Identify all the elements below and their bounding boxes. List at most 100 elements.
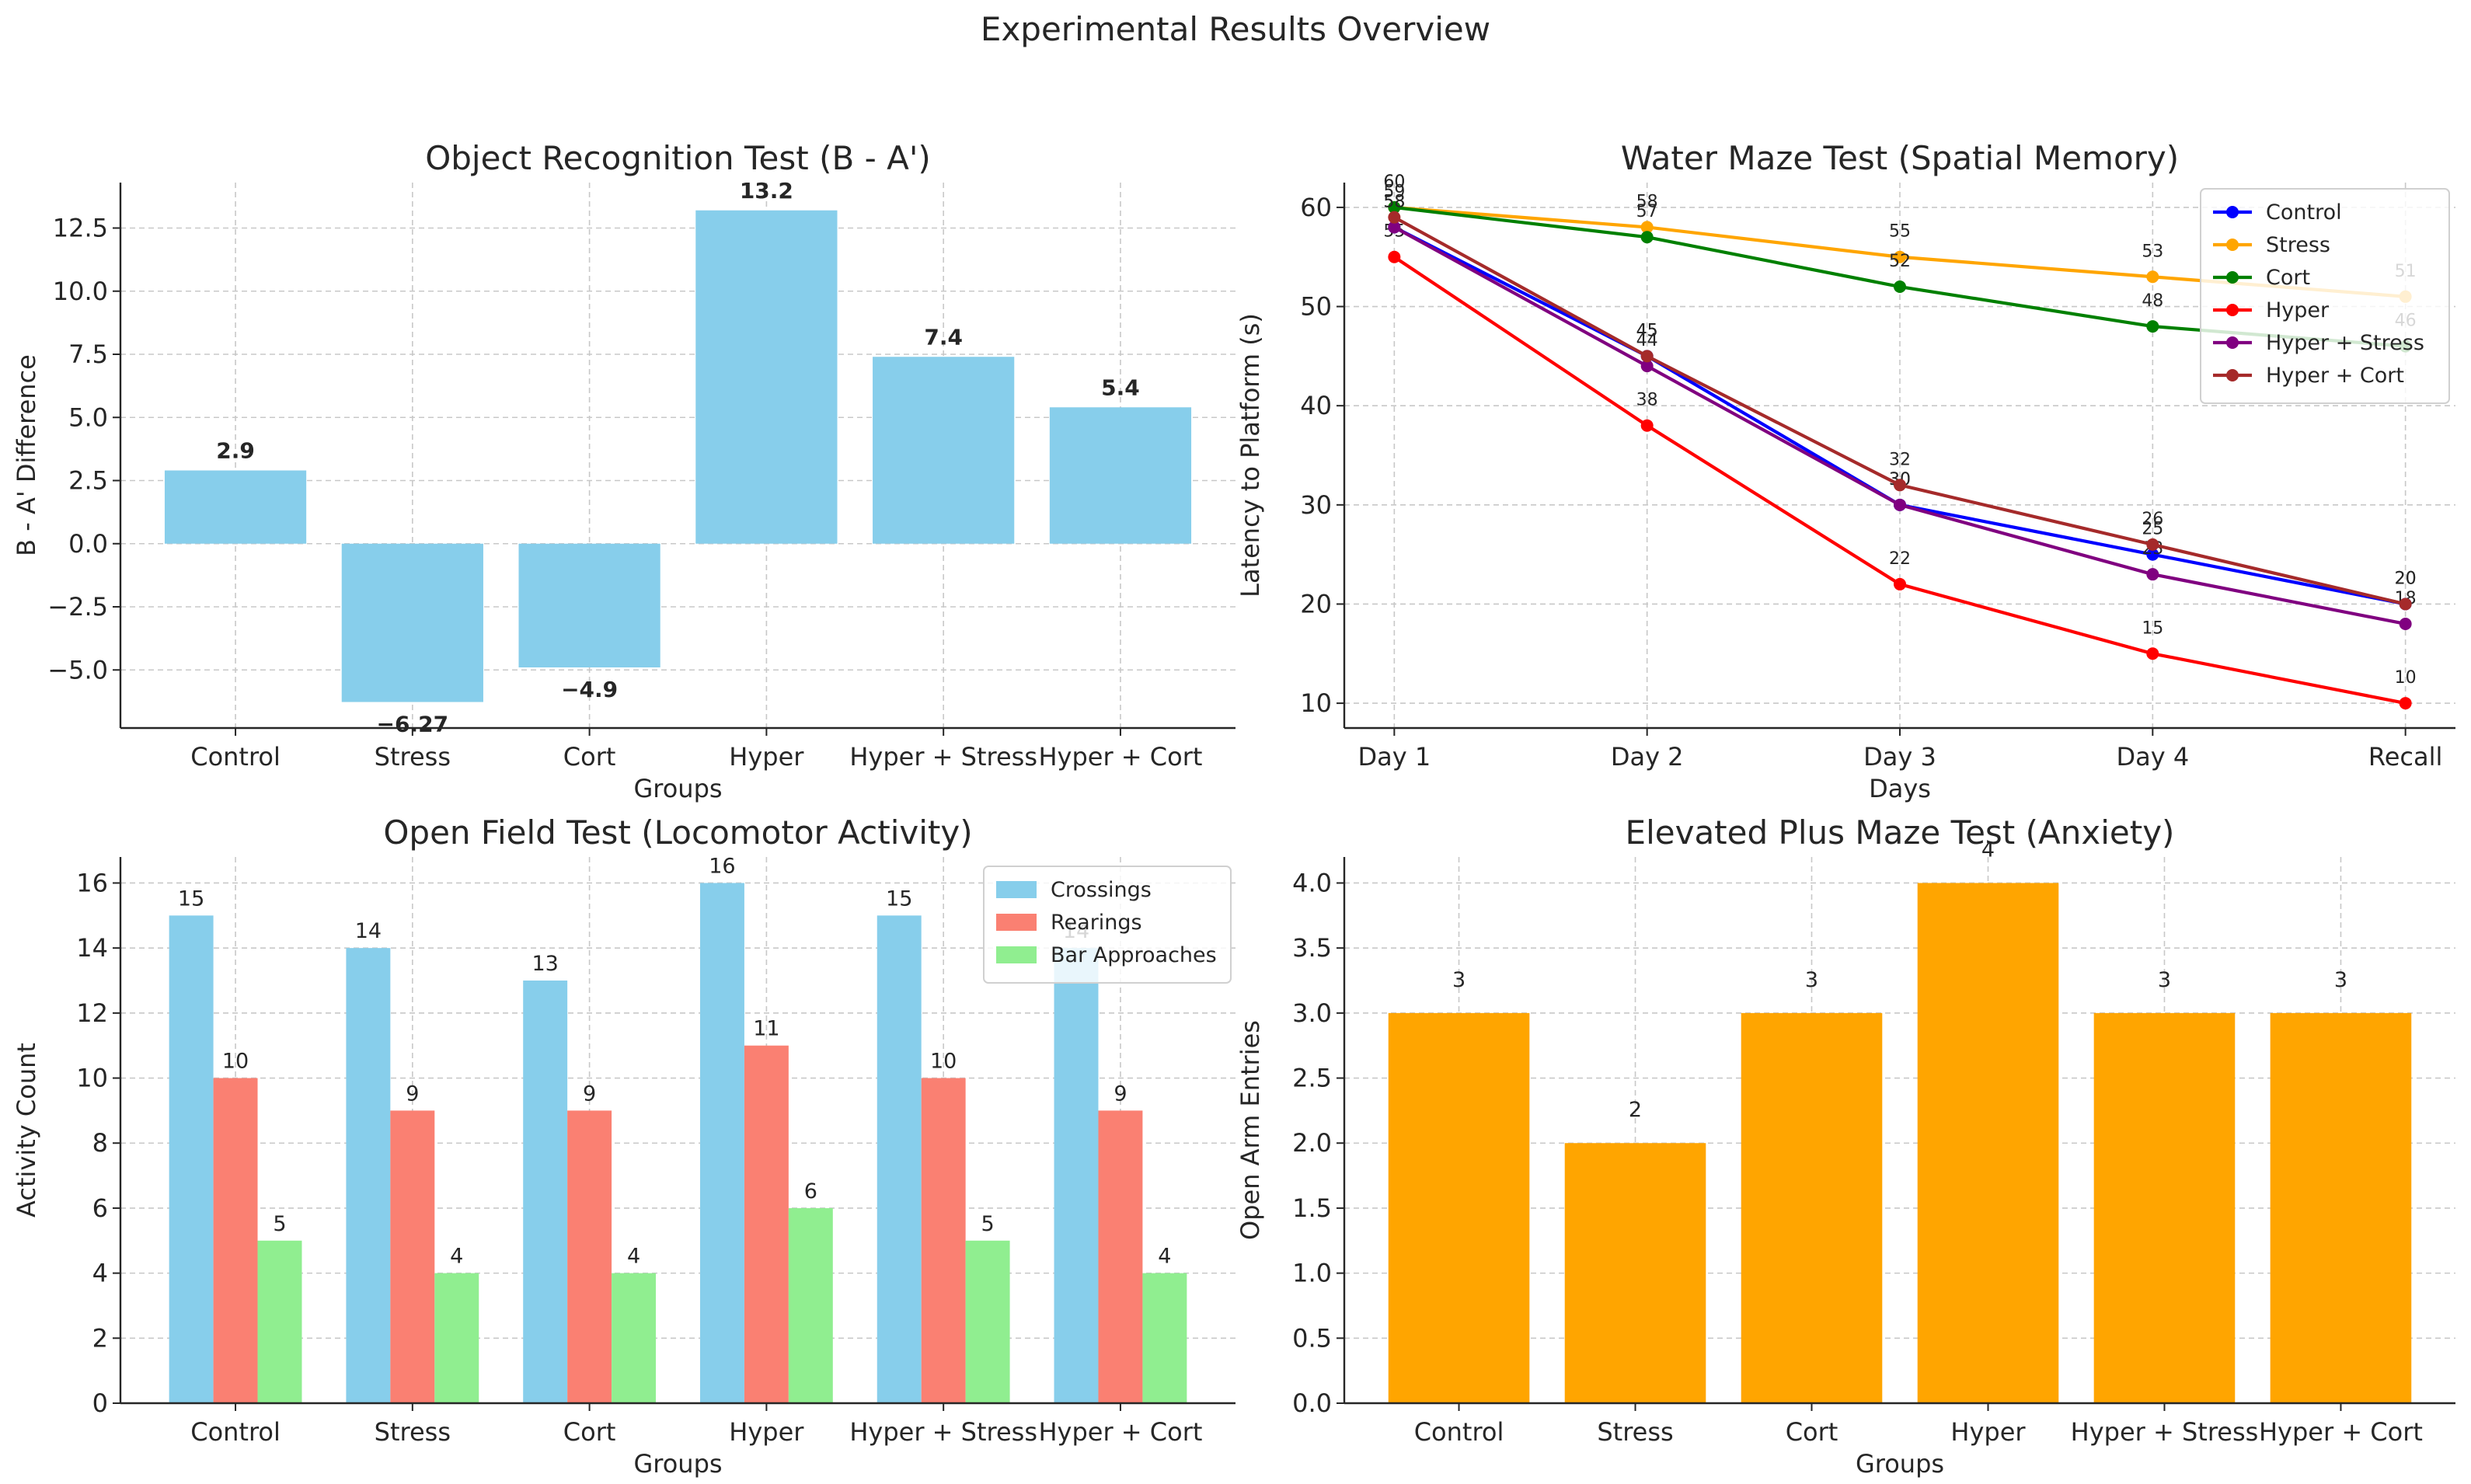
of-data-label-rearings-control: 10 (222, 1050, 249, 1074)
or-xtick-label: Stress (375, 742, 451, 772)
or-data-label-hyper-stress: 7.4 (924, 324, 963, 350)
wm-ytick-label: 40 (1300, 391, 1332, 420)
of-bar-bar-approaches-cort (612, 1273, 657, 1403)
wm-title: Water Maze Test (Spatial Memory) (1621, 139, 2179, 177)
object-recognition-chart: 2.9−6.27−4.913.27.45.4−5.0−2.50.02.55.07… (12, 139, 1236, 803)
or-ytick-label: 12.5 (53, 214, 108, 243)
of-bar-rearings-hyper-cort (1098, 1110, 1143, 1403)
or-bar-cort (518, 543, 660, 667)
epm-bar-hyper-stress (2093, 1012, 2236, 1403)
of-legend-swatch-rearings (996, 914, 1037, 931)
or-ytick-label: −2.5 (47, 592, 108, 622)
or-bar-hyper-stress (873, 357, 1015, 544)
or-ytick-label: −5.0 (47, 655, 108, 685)
wm-point-label-control-4: 20 (2395, 569, 2417, 588)
of-bar-crossings-cort (523, 981, 568, 1403)
of-xtick-label: Hyper + Stress (849, 1417, 1037, 1447)
of-xtick-label: Cort (563, 1417, 616, 1447)
of-ytick-label: 8 (92, 1128, 108, 1158)
wm-point-label-stress-1: 58 (1636, 192, 1658, 211)
of-bar-crossings-stress (346, 948, 391, 1403)
wm-legend-label-hyper: Hyper (2266, 298, 2330, 322)
wm-point-hyper-cort-3 (2146, 538, 2159, 551)
wm-point-label-stress-2: 55 (1889, 222, 1911, 242)
wm-ytick-label: 20 (1300, 589, 1332, 618)
or-ytick-label: 5.0 (68, 402, 108, 432)
wm-point-hyper-3 (2146, 647, 2159, 660)
wm-legend-label-hyper-stress: Hyper + Stress (2266, 331, 2424, 355)
wm-legend-label-hyper-cort: Hyper + Cort (2266, 364, 2404, 388)
of-ytick-label: 6 (92, 1193, 108, 1223)
or-xtick-label: Hyper + Cort (1038, 742, 1202, 772)
of-data-label-rearings-cort: 9 (583, 1082, 596, 1106)
wm-point-hyper-1 (1640, 419, 1654, 432)
of-xlabel: Groups (633, 1449, 722, 1479)
of-xtick-label: Stress (375, 1417, 451, 1447)
or-title: Object Recognition Test (B - A') (425, 139, 931, 177)
epm-xtick-label: Cort (1786, 1417, 1838, 1447)
wm-ytick-label: 30 (1300, 490, 1332, 520)
of-xtick-label: Hyper + Cort (1038, 1417, 1202, 1447)
of-xtick-label: Control (190, 1417, 281, 1447)
or-ylabel: B - A' Difference (12, 354, 41, 556)
epm-data-label-hyper-cort: 3 (2334, 968, 2347, 992)
wm-point-hyper-cort-4 (2399, 597, 2412, 611)
of-ytick-label: 0 (92, 1388, 108, 1418)
wm-point-hyper-stress-1 (1640, 360, 1654, 373)
wm-point-label-control-1: 45 (1636, 321, 1658, 340)
epm-bar-hyper-cort (2270, 1012, 2412, 1403)
or-bar-stress (341, 543, 483, 702)
wm-xtick-label: Day 1 (1357, 742, 1431, 772)
wm-point-label-hyper-cort-3: 26 (2142, 510, 2163, 529)
or-bar-hyper-cort (1049, 407, 1192, 544)
wm-point-hyper-cort-0 (1388, 211, 1401, 224)
epm-ytick-label: 2.0 (1292, 1128, 1332, 1158)
wm-point-cort-1 (1640, 231, 1654, 244)
or-data-label-control: 2.9 (216, 438, 255, 464)
wm-legend-marker-stress (2226, 239, 2239, 251)
of-bar-bar-approaches-hyper (788, 1207, 833, 1403)
of-bar-crossings-control (169, 915, 214, 1403)
epm-bar-stress (1564, 1143, 1706, 1403)
wm-legend-label-control: Control (2266, 200, 2342, 225)
wm-legend (2200, 188, 2450, 404)
wm-point-label-hyper-4: 10 (2395, 668, 2417, 688)
of-bar-bar-approaches-hyper-stress (965, 1240, 1010, 1403)
wm-point-hyper-0 (1388, 250, 1401, 263)
epm-bar-cort (1741, 1012, 1883, 1403)
epm-data-label-control: 3 (1452, 968, 1466, 992)
of-data-label-rearings-hyper: 11 (753, 1017, 779, 1041)
or-xtick-label: Hyper + Stress (849, 742, 1037, 772)
wm-point-label-hyper-cort-1: 45 (1636, 321, 1658, 340)
wm-point-label-hyper-1: 38 (1636, 391, 1658, 410)
or-xtick-label: Hyper (729, 742, 804, 772)
of-ytick-label: 14 (76, 933, 108, 963)
or-ytick-label: 7.5 (68, 340, 108, 369)
of-bar-crossings-hyper-cort (1054, 948, 1099, 1403)
of-data-label-crossings-control: 15 (178, 887, 204, 911)
wm-ytick-label: 10 (1300, 688, 1332, 718)
wm-point-stress-2 (1894, 250, 1906, 263)
wm-ytick-label: 60 (1300, 193, 1332, 222)
of-ytick-label: 2 (92, 1323, 108, 1353)
wm-point-stress-3 (2146, 270, 2159, 284)
of-legend-swatch-bar-approaches (996, 946, 1037, 963)
of-title: Open Field Test (Locomotor Activity) (383, 813, 972, 852)
of-bar-crossings-hyper (699, 883, 744, 1403)
epm-data-label-hyper-stress: 3 (2158, 968, 2171, 992)
epm-title: Elevated Plus Maze Test (Anxiety) (1626, 813, 2175, 852)
of-data-label-bar-approaches-stress: 4 (450, 1245, 463, 1269)
epm-bar-control (1388, 1012, 1530, 1403)
of-legend-swatch-crossings (996, 881, 1037, 898)
wm-point-hyper-stress-0 (1388, 221, 1401, 234)
elevated-plus-maze-chart: 3 2 3 4 3 3 0.0 0.5 1.0 1.5 2.0 2.5 3.0 3.5 4.0 Control… (1236, 813, 2455, 1479)
epm-xlabel: Groups (1856, 1449, 1944, 1479)
wm-ylabel: Latency to Platform (s) (1236, 313, 1265, 597)
open-field-chart: 1514131615141099111095446540246810121416… (12, 813, 1236, 1479)
epm-data-label-cort: 3 (1805, 968, 1818, 992)
of-bar-rearings-hyper-stress (921, 1078, 966, 1403)
or-ytick-label: 0.0 (68, 529, 108, 559)
wm-point-label-control-3: 25 (2142, 520, 2163, 539)
of-xtick-label: Hyper (729, 1417, 804, 1447)
